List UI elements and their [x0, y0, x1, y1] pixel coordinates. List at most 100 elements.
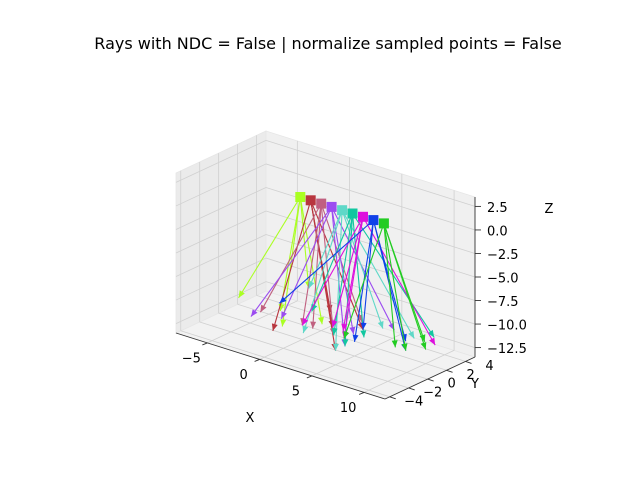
x-axis-line	[175, 332, 386, 400]
ray-line	[383, 223, 407, 351]
chart-title: Rays with NDC = False | normalize sample…	[94, 34, 561, 53]
x-tick	[306, 375, 313, 379]
y-tick	[389, 396, 396, 400]
z-tick-label: −7.5	[487, 295, 519, 310]
camera-origin-marker	[326, 201, 337, 212]
tick-marks	[175, 197, 481, 400]
y-tick	[408, 387, 415, 391]
z-tick-label: −5.0	[487, 272, 519, 287]
ray-arrowhead	[331, 320, 338, 328]
grid-line-z-back	[265, 210, 476, 278]
x-tick-label: 5	[292, 384, 300, 399]
camera-origin-marker	[368, 215, 379, 226]
grid-line-z-back	[265, 281, 476, 348]
ray-arrowhead	[377, 321, 384, 329]
z-tick-label: −2.5	[487, 248, 519, 263]
x-tick-label: 0	[239, 368, 247, 383]
ray-line	[301, 203, 322, 326]
ray-line	[280, 206, 333, 320]
ray-arrowhead	[352, 334, 359, 342]
grid-line-z-left	[175, 281, 267, 324]
ray-line	[331, 206, 395, 331]
x-axis-label: X	[246, 411, 255, 426]
z-tick-label: 0.0	[487, 224, 508, 239]
camera-origin-marker	[378, 218, 389, 229]
ray-line	[342, 216, 364, 331]
ray-line	[343, 223, 385, 339]
ray-arrowhead	[302, 325, 309, 334]
grid-line-z-left	[175, 140, 267, 183]
ray-line	[259, 203, 322, 313]
camera-origin-marker	[337, 205, 348, 216]
ray-arrowhead	[260, 304, 267, 313]
ray-arrowhead	[318, 316, 324, 325]
ray-arrowhead	[308, 280, 315, 289]
camera-origin-marker	[316, 198, 327, 209]
ray-arrowhead	[302, 317, 309, 326]
ray-line	[299, 196, 323, 325]
y-tick-label: −4	[404, 394, 423, 409]
z-axis-label: Z	[545, 202, 554, 217]
grid-line-y-floor	[256, 295, 466, 362]
ray-line	[362, 216, 436, 346]
x-tick	[358, 391, 365, 395]
grid-line-y-floor	[180, 330, 390, 398]
ray-arrowhead	[271, 323, 278, 331]
ray-line	[332, 216, 364, 328]
x-tick-label: 10	[340, 401, 357, 416]
ray-line	[301, 216, 364, 326]
ray-arrowhead	[343, 331, 350, 339]
grid-line-z-left	[175, 234, 267, 277]
ray-arrowhead	[420, 342, 427, 350]
ray-line	[383, 223, 427, 350]
ray-line	[310, 200, 334, 328]
rays-layer	[238, 192, 436, 351]
ray-line	[299, 196, 310, 289]
ray-arrowhead	[349, 326, 356, 335]
ray-arrowhead	[331, 327, 338, 336]
grid-line-z-back	[265, 140, 476, 207]
camera-origin-marker	[305, 195, 316, 206]
ray-line	[341, 210, 384, 329]
ray-line	[362, 220, 374, 330]
ray-arrowhead	[341, 323, 348, 331]
y-tick	[465, 360, 472, 364]
ray-line	[279, 219, 374, 304]
ray-arrowhead	[280, 319, 287, 327]
ray-line	[383, 223, 396, 348]
grid-line-y-floor	[237, 303, 447, 371]
ray-arrowhead	[281, 311, 287, 319]
z-tick-label: −10.0	[487, 319, 527, 334]
ray-arrowhead	[332, 343, 339, 351]
camera-origin-marker	[347, 208, 358, 219]
ray-arrowhead	[401, 343, 408, 351]
y-tick-label: −2	[423, 385, 442, 400]
ray-arrowhead	[391, 340, 398, 348]
grid-line-y-floor	[199, 321, 409, 389]
ray-line	[238, 196, 301, 299]
y-tick-label: 2	[466, 368, 474, 383]
ray-line	[272, 200, 312, 332]
ray-arrowhead	[429, 337, 436, 346]
ray-line	[333, 213, 354, 336]
x-tick	[202, 342, 208, 346]
x-tick-label: −5	[182, 351, 201, 366]
ray-arrowhead	[360, 322, 367, 330]
ray-arrowhead	[310, 321, 317, 329]
z-tick-label: 2.5	[487, 201, 508, 216]
ray-arrowhead	[427, 329, 435, 338]
grid-line-z-left	[175, 163, 267, 207]
y-tick	[446, 369, 453, 373]
y-axis-label: Y	[470, 377, 479, 392]
ray-line	[351, 213, 365, 338]
grid-line-x-floor	[363, 350, 455, 393]
y-axis-line	[384, 356, 476, 400]
ray-arrowhead	[251, 309, 258, 317]
y-tick	[427, 378, 434, 382]
grid-line-x-floor	[311, 333, 403, 377]
ray-arrowhead	[342, 339, 349, 347]
z-tick-label: −12.5	[487, 342, 527, 357]
ray-line	[308, 209, 343, 289]
